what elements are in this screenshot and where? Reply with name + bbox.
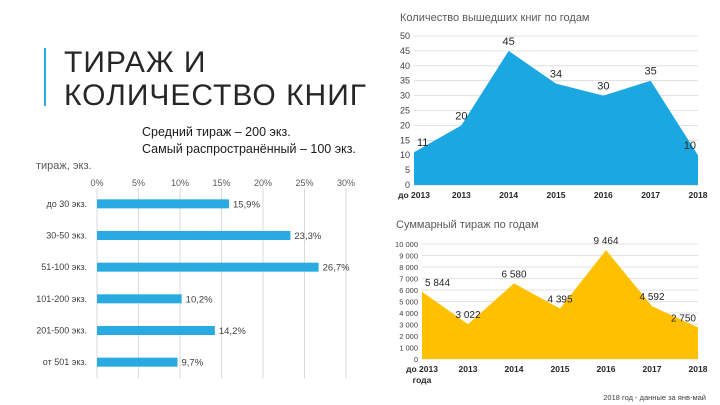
books-x-tick-label: 2017 bbox=[641, 190, 660, 200]
circ-data-label: 9 464 bbox=[593, 236, 618, 247]
books-data-label: 11 bbox=[417, 137, 428, 149]
books-data-label: 10 bbox=[684, 140, 696, 152]
bar-x-tick-label: 10% bbox=[171, 178, 189, 188]
books-x-tick-label: 2015 bbox=[547, 190, 566, 200]
books-y-tick-label: 30 bbox=[400, 91, 410, 101]
page-title-line1: ТИРАЖ И bbox=[64, 46, 207, 79]
bar-value-label: 9,7% bbox=[182, 358, 204, 369]
bar bbox=[97, 262, 319, 272]
circ-x-tick-label: 2018 bbox=[689, 364, 708, 374]
books-data-label: 34 bbox=[550, 69, 562, 81]
circ-x-tick-label: 2013 bbox=[459, 364, 478, 374]
bar bbox=[97, 294, 182, 304]
circ-x-tick-label: 2014 bbox=[505, 364, 524, 374]
bar-x-tick-label: 20% bbox=[254, 178, 272, 188]
title-accent-line bbox=[44, 48, 46, 106]
books-x-tick-label: 2014 bbox=[499, 190, 518, 200]
circ-y-tick-label: 8 000 bbox=[399, 263, 418, 272]
bar-category-label: от 501 экз. bbox=[43, 357, 87, 367]
bar-x-tick-label: 0% bbox=[90, 178, 103, 188]
circ-data-label: 5 844 bbox=[425, 278, 450, 289]
bar bbox=[97, 326, 215, 335]
circ-x-tick-label: 2015 bbox=[551, 364, 570, 374]
books-y-tick-label: 45 bbox=[400, 46, 410, 56]
bar bbox=[97, 357, 178, 367]
total-circulation-area-chart: Суммарный тираж по годам 0 1 000 2 000 3 00… bbox=[395, 219, 708, 385]
bar-value-label: 26,7% bbox=[323, 263, 350, 274]
books-y-tick-label: 10 bbox=[400, 150, 410, 160]
bar-value-label: 10,2% bbox=[186, 294, 213, 305]
books-x-tick-label: до 2013 bbox=[398, 190, 430, 200]
books-data-label: 30 bbox=[597, 81, 609, 93]
circ-y-tick-label: 4 000 bbox=[399, 309, 418, 318]
books-y-tick-label: 20 bbox=[400, 120, 410, 130]
summary-most-common: Самый распространённый – 100 экз. bbox=[142, 142, 356, 156]
page-title: ТИРАЖ И КОЛИЧЕСТВО КНИГ bbox=[64, 46, 367, 112]
circ-data-label: 2 750 bbox=[671, 313, 696, 324]
footnote: 2018 год - данные за янв-май bbox=[603, 393, 706, 402]
books-y-tick-label: 35 bbox=[400, 76, 410, 86]
circ-data-label: 4 395 bbox=[547, 294, 572, 305]
bar-x-tick-label: 15% bbox=[212, 178, 230, 188]
circ-x-tick-label: 2017 bbox=[643, 364, 662, 374]
circ-y-tick-label: 6 000 bbox=[399, 286, 418, 295]
circ-x-tick-label: 2016 bbox=[597, 364, 616, 374]
books-chart-title: Количество вышедших книг по годам bbox=[400, 12, 590, 24]
circulation-bar-chart: тираж, экз. 0% 5% 10% 15% 20% 25% 30% до 30 эк… bbox=[36, 160, 355, 378]
bar bbox=[97, 199, 229, 209]
bar-x-tick-label: 5% bbox=[132, 178, 145, 188]
circ-y-tick-label: 10 000 bbox=[395, 240, 418, 249]
circ-data-label: 4 592 bbox=[639, 292, 664, 303]
books-x-tick-label: 2013 bbox=[452, 190, 471, 200]
books-data-label: 35 bbox=[645, 66, 657, 78]
circ-y-tick-label: 5 000 bbox=[399, 298, 418, 307]
summary-average: Средний тираж – 200 экз. bbox=[142, 125, 291, 139]
circ-x-tick-label: до 2013 года bbox=[406, 364, 438, 385]
circ-y-tick-label: 2 000 bbox=[399, 332, 418, 341]
books-x-tick-label: 2018 bbox=[689, 190, 708, 200]
bar-value-label: 15,9% bbox=[233, 199, 260, 210]
books-x-tick-label: 2016 bbox=[594, 190, 613, 200]
books-per-year-area-chart: Количество вышедших книг по годам 0 5 10 15… bbox=[398, 12, 708, 200]
circ-y-tick-label: 7 000 bbox=[399, 275, 418, 284]
circ-y-tick-label: 9 000 bbox=[399, 252, 418, 261]
bar-category-label: до 30 экз. bbox=[46, 199, 87, 209]
bar-value-label: 23,3% bbox=[294, 231, 321, 242]
bar-value-label: 14,2% bbox=[219, 326, 246, 337]
circ-data-label: 6 580 bbox=[501, 269, 526, 280]
bar-category-label: 201-500 экз. bbox=[36, 326, 87, 336]
books-data-label: 45 bbox=[503, 36, 515, 48]
circ-y-tick-label: 1 000 bbox=[399, 344, 418, 353]
bar-x-tick-label: 30% bbox=[337, 178, 355, 188]
circ-data-label: 3 022 bbox=[455, 310, 480, 321]
bar-category-label: 51-100 экз. bbox=[41, 262, 87, 272]
bar bbox=[97, 231, 291, 240]
books-area-series bbox=[414, 50, 698, 186]
bar-category-label: 101-200 экз. bbox=[36, 294, 87, 304]
books-y-tick-label: 0 bbox=[405, 180, 410, 190]
books-y-tick-label: 40 bbox=[400, 61, 410, 71]
bar-category-label: 30-50 экз. bbox=[46, 231, 87, 241]
bar-x-tick-label: 25% bbox=[295, 178, 313, 188]
books-y-tick-label: 50 bbox=[400, 31, 410, 41]
circ-y-tick-label: 0 bbox=[414, 355, 418, 364]
books-y-tick-label: 5 bbox=[405, 165, 410, 175]
books-y-tick-label: 25 bbox=[400, 106, 410, 116]
circulation-area-series bbox=[422, 250, 698, 359]
page-title-line2: КОЛИЧЕСТВО КНИГ bbox=[64, 79, 368, 112]
circ-y-tick-label: 3 000 bbox=[399, 321, 418, 330]
circulation-chart-title: Суммарный тираж по годам bbox=[396, 219, 539, 231]
books-y-tick-label: 15 bbox=[400, 135, 410, 145]
summary-text: Средний тираж – 200 экз. Самый распростр… bbox=[142, 124, 356, 158]
bar-chart-ylabel: тираж, экз. bbox=[36, 160, 92, 172]
books-data-label: 20 bbox=[455, 110, 467, 122]
